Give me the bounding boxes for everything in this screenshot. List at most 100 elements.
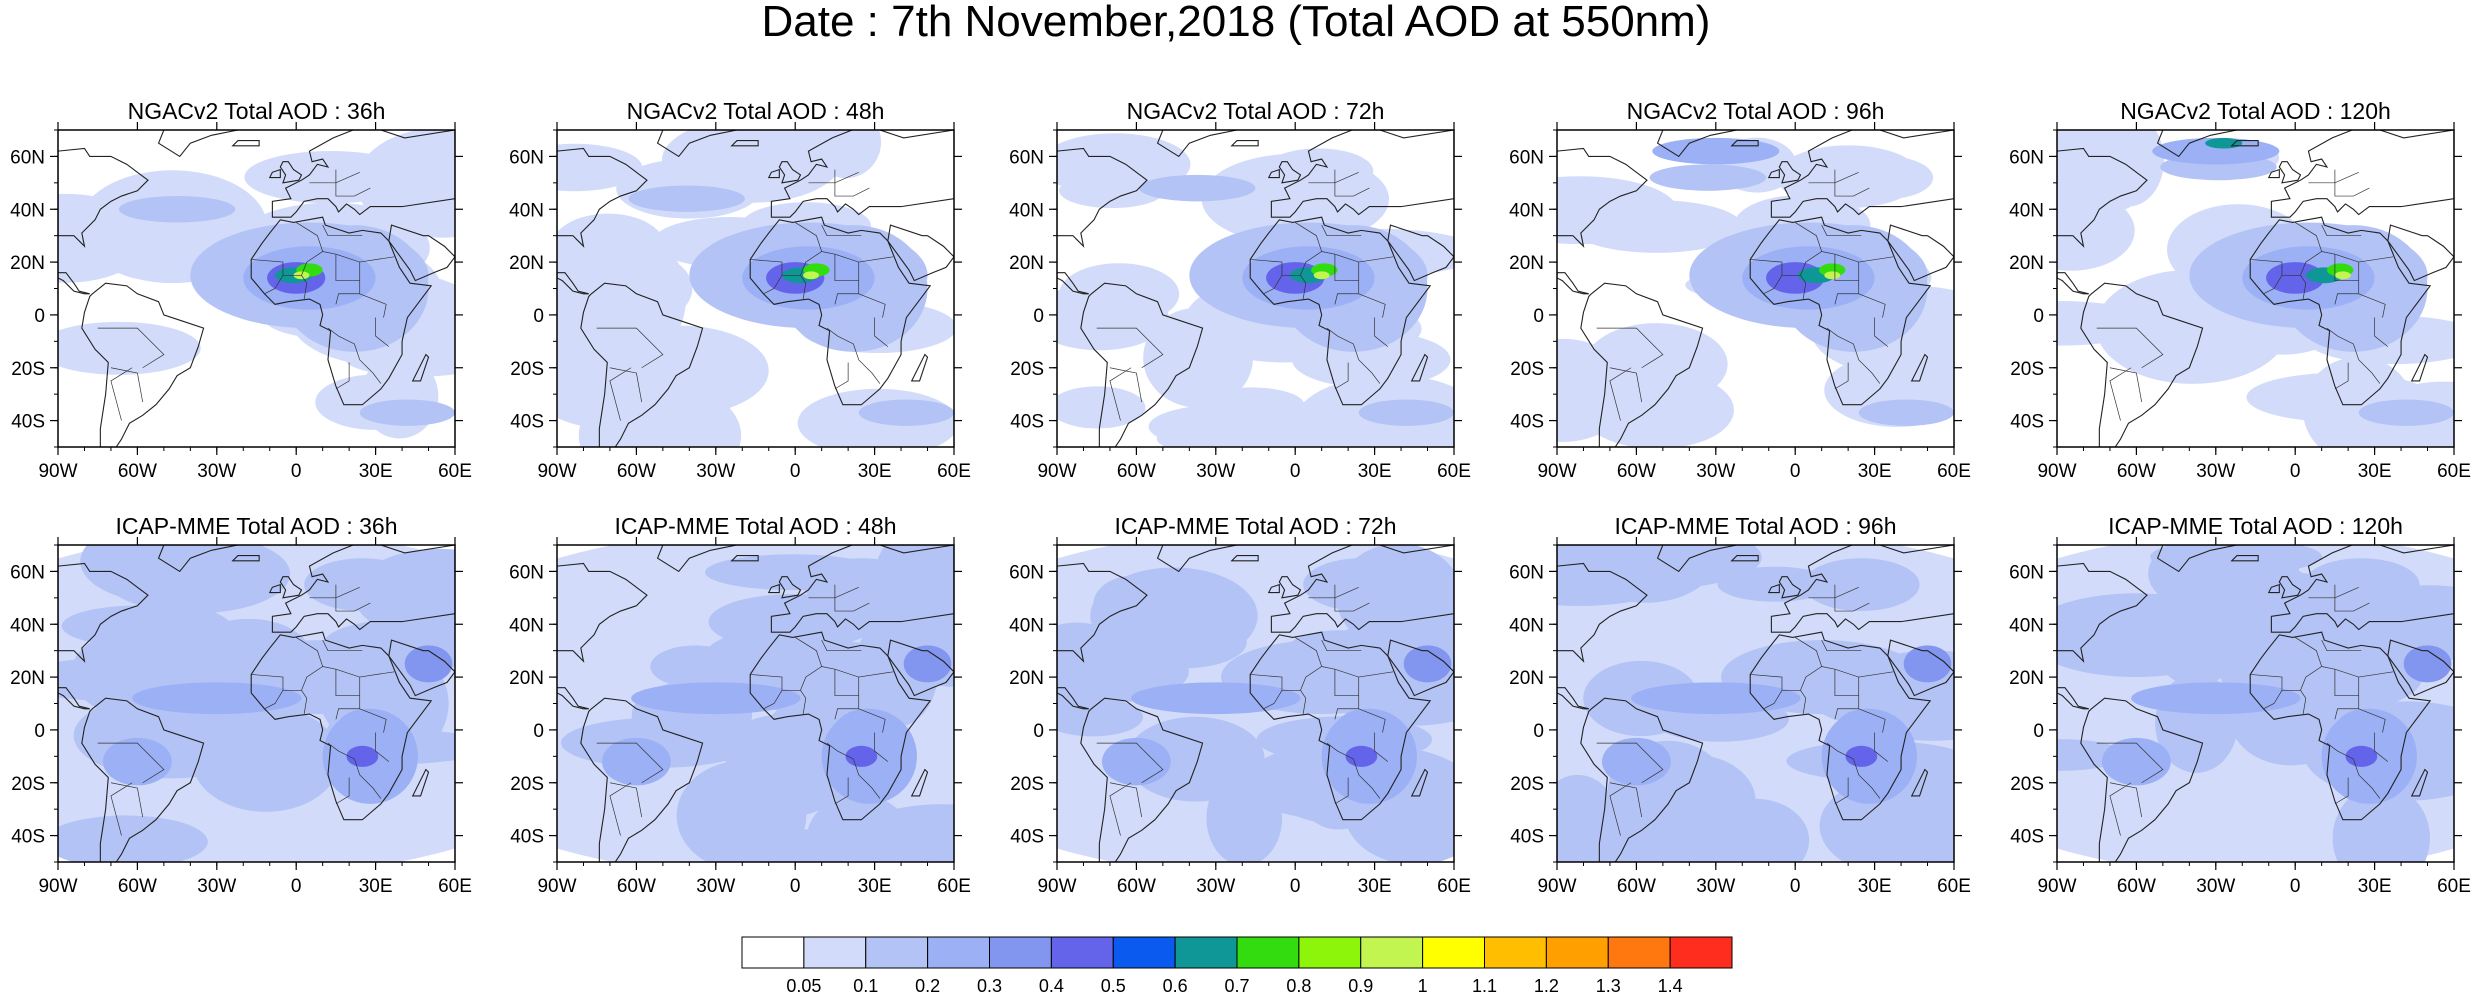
- aod-contour: [1903, 645, 1952, 683]
- country-border: [264, 275, 284, 295]
- colorbar-label: 0.5: [1101, 976, 1126, 994]
- coastline: [580, 697, 704, 862]
- aod-field: [58, 545, 455, 862]
- country-border: [2326, 327, 2381, 384]
- lon-tick-label: 0: [1290, 461, 1301, 482]
- coastline: [268, 168, 281, 179]
- coastline: [557, 147, 648, 248]
- country-border: [327, 742, 382, 799]
- coastline: [2278, 161, 2302, 184]
- lon-tick-label: 90W: [537, 461, 576, 482]
- country-border: [1300, 690, 1307, 715]
- panel-title: NGACv2 Total AOD : 72h: [1127, 98, 1385, 124]
- coastline: [1230, 140, 1259, 147]
- aod-contour: [803, 558, 920, 612]
- ngac-map-panel-3: NGACv2 Total AOD : 72h 90W 60W 30W 0 30E 60E 60…: [1009, 98, 1471, 482]
- country-border: [1834, 777, 1849, 805]
- coastline: [1410, 768, 1429, 797]
- lon-tick-label: 0: [1290, 876, 1301, 897]
- aod-contour: [631, 682, 801, 715]
- figure-title: Date : 7th November,2018 (Total AOD at 5…: [761, 0, 1711, 46]
- aod-contour: [1601, 827, 1790, 862]
- lon-tick-label: 60E: [438, 876, 472, 897]
- aod-contour: [1345, 745, 1378, 767]
- country-border: [596, 742, 664, 784]
- lat-tick-label: 20N: [509, 253, 544, 274]
- country-border: [309, 171, 360, 184]
- coastline: [770, 130, 954, 218]
- coastline: [1057, 687, 1089, 710]
- coastline: [58, 687, 90, 710]
- colorbar-label: 1.1: [1472, 976, 1497, 994]
- icap-map-panel-2: ICAP-MME Total AOD : 48h 90W 60W 30W 0 30E 60E…: [509, 513, 971, 897]
- country-border: [1334, 777, 1349, 805]
- coastline: [2267, 168, 2280, 179]
- coastline: [279, 161, 303, 184]
- lon-tick-label: 30E: [1358, 461, 1392, 482]
- ngac-map-panel-2: NGACv2 Total AOD : 48h 90W 60W 30W 0 30E 60E 60…: [509, 98, 971, 482]
- country-border: [1596, 742, 1664, 784]
- country-border: [1326, 327, 1381, 384]
- lon-tick-label: 60W: [2117, 876, 2156, 897]
- lon-tick-label: 90W: [1037, 876, 1076, 897]
- coastline: [1249, 216, 1432, 406]
- country-border: [2300, 690, 2307, 715]
- country-border: [1858, 293, 1886, 318]
- coastline: [1767, 168, 1780, 179]
- lat-tick-label: 0: [2033, 306, 2044, 327]
- lon-tick-label: 60W: [1117, 461, 1156, 482]
- coastline: [1557, 687, 1589, 710]
- lon-tick-label: 90W: [2037, 876, 2076, 897]
- lon-tick-label: 30W: [1196, 876, 1235, 897]
- aod-contour: [2334, 708, 2399, 752]
- aod-contour: [1263, 148, 1374, 194]
- country-border: [2295, 222, 2322, 252]
- country-border: [2109, 782, 2132, 836]
- colorbar-label: 0.7: [1224, 976, 1249, 994]
- lat-tick-label: 40N: [509, 615, 544, 636]
- coastline: [557, 687, 589, 710]
- country-border: [2358, 293, 2386, 318]
- country-border: [1334, 669, 1359, 696]
- country-border: [327, 327, 382, 384]
- colorbar-label: 0.1: [853, 976, 878, 994]
- lat-tick-label: 0: [1033, 306, 1044, 327]
- lat-tick-label: 60N: [1509, 147, 1544, 168]
- coastline: [1887, 639, 1954, 697]
- coastline: [1557, 147, 1648, 248]
- lat-tick-label: 40S: [11, 412, 45, 433]
- colorbar-swatch: [927, 936, 990, 969]
- lat-tick-label: 20N: [2009, 253, 2044, 274]
- aod-contour: [1601, 737, 1671, 786]
- country-border: [1763, 690, 1783, 710]
- lon-tick-label: 90W: [1537, 876, 1576, 897]
- coastline: [749, 631, 932, 821]
- lat-tick-label: 40S: [2010, 827, 2044, 848]
- country-border: [858, 256, 894, 263]
- aod-field: [557, 545, 954, 862]
- lon-tick-label: 60W: [617, 461, 656, 482]
- country-border: [1834, 362, 1849, 390]
- aod-contour: [1139, 174, 1256, 202]
- lon-tick-label: 60E: [438, 461, 472, 482]
- country-border: [808, 171, 859, 184]
- colorbar-swatch: [1112, 936, 1176, 969]
- coastline: [2080, 697, 2204, 862]
- coastline: [1156, 130, 1238, 158]
- lat-tick-label: 20S: [11, 774, 45, 795]
- coastline: [1267, 583, 1280, 594]
- country-border: [2109, 367, 2143, 403]
- country-border: [2358, 671, 2394, 678]
- lat-tick-label: 40N: [1009, 200, 1044, 221]
- coastline: [1230, 555, 1259, 562]
- aod-contour: [2131, 682, 2301, 715]
- lat-tick-label: 40N: [1509, 615, 1544, 636]
- aod-contour: [1858, 399, 1954, 426]
- panel-title: NGACv2 Total AOD : 48h: [627, 98, 885, 124]
- coastline: [1656, 130, 1738, 158]
- colorbar-swatch: [1669, 936, 1733, 969]
- aod-contour: [2057, 130, 2160, 221]
- coastline: [1749, 631, 1932, 821]
- lon-tick-label: 30E: [858, 461, 892, 482]
